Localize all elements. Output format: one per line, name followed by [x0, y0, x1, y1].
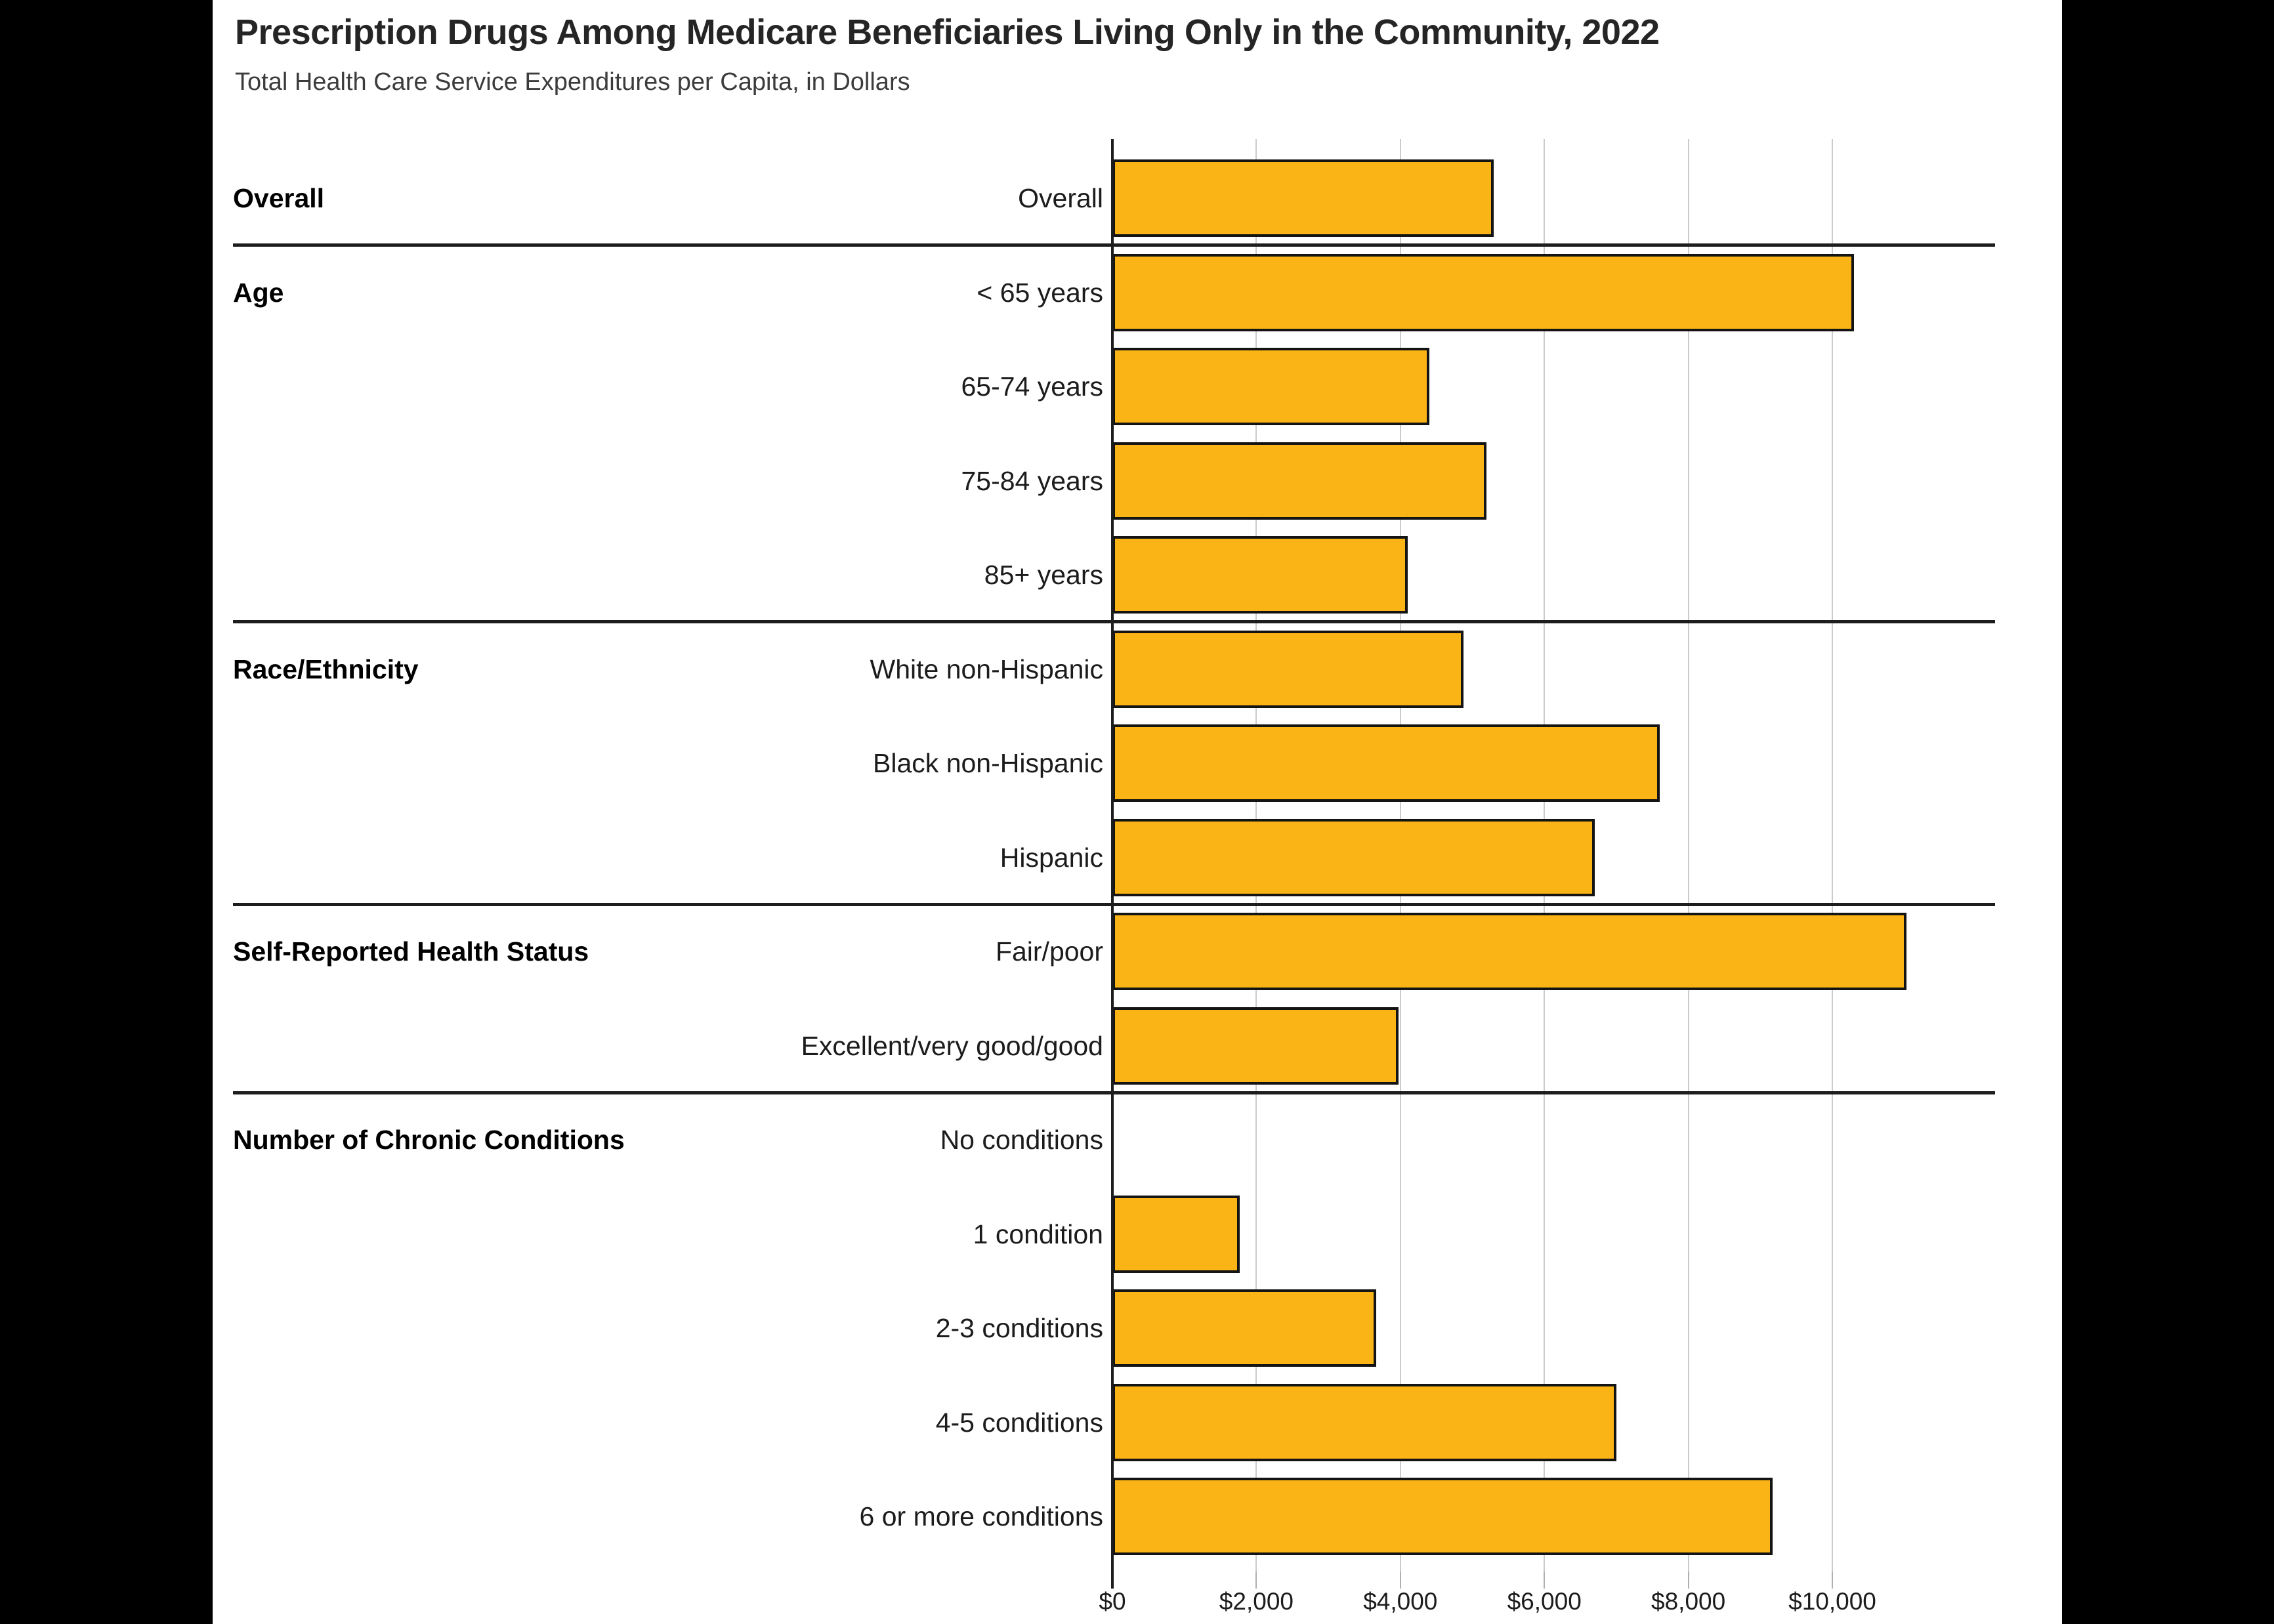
bar	[1112, 442, 1486, 520]
chart-subtitle: Total Health Care Service Expenditures p…	[235, 68, 910, 96]
group-label: Race/Ethnicity	[233, 654, 419, 684]
row-label: 75-84 years	[961, 465, 1103, 496]
x-axis-tick-label: $2,000	[1219, 1588, 1294, 1615]
row-label: 85+ years	[984, 560, 1103, 590]
group-separator	[233, 243, 1995, 247]
row-label: 6 or more conditions	[859, 1501, 1103, 1531]
group-label: Self-Reported Health Status	[233, 936, 589, 967]
x-axis-tick-label: $6,000	[1507, 1588, 1582, 1615]
x-axis-tick	[1544, 1572, 1546, 1589]
bar	[1112, 724, 1660, 802]
group-label: Overall	[233, 183, 325, 213]
group-label: Number of Chronic Conditions	[233, 1125, 625, 1155]
x-axis-tick-label: $8,000	[1651, 1588, 1726, 1615]
row-label: Fair/poor	[995, 936, 1103, 967]
bar	[1112, 253, 1854, 331]
gridline	[1832, 139, 1833, 1572]
bar	[1112, 536, 1408, 614]
x-axis-tick-label: $0	[1099, 1588, 1126, 1615]
y-axis-line	[1111, 139, 1114, 1589]
group-separator	[233, 903, 1995, 906]
bar	[1112, 913, 1906, 990]
x-axis-tick	[1255, 1572, 1257, 1589]
gridline	[1687, 139, 1689, 1572]
x-axis-tick	[1687, 1572, 1689, 1589]
bar	[1112, 348, 1429, 425]
row-label: Overall	[1018, 183, 1103, 213]
row-label: 65-74 years	[961, 371, 1103, 402]
group-separator	[233, 620, 1995, 623]
bar-chart-plot-area: $0 $2,000 $4,000 $6,000 $8,000 $10,000 Overall…	[213, 0, 2062, 1624]
bar	[1112, 159, 1494, 237]
row-label: No conditions	[940, 1125, 1103, 1155]
x-axis-tick-label: $4,000	[1363, 1588, 1438, 1615]
bar	[1112, 818, 1595, 896]
x-axis-tick-label: $10,000	[1788, 1588, 1876, 1615]
row-label: 2-3 conditions	[935, 1313, 1103, 1343]
group-separator	[233, 1091, 1995, 1094]
row-label: Black non-Hispanic	[873, 748, 1103, 778]
bar	[1112, 1478, 1773, 1555]
row-label: Excellent/very good/good	[801, 1030, 1103, 1061]
bar	[1112, 1007, 1399, 1085]
row-label: 1 condition	[973, 1218, 1103, 1249]
chart-title: Prescription Drugs Among Medicare Benefi…	[235, 12, 1660, 52]
row-label: < 65 years	[977, 277, 1103, 308]
row-label: White non-Hispanic	[870, 654, 1104, 684]
row-label: Hispanic	[1000, 842, 1103, 873]
x-axis-tick	[1832, 1572, 1833, 1589]
group-label: Age	[233, 277, 284, 308]
bar	[1112, 1383, 1616, 1461]
bar	[1112, 630, 1463, 708]
row-label: 4-5 conditions	[935, 1407, 1103, 1438]
chart-panel: Prescription Drugs Among Medicare Benefi…	[213, 0, 2062, 1624]
x-axis-tick	[1399, 1572, 1401, 1589]
bar	[1112, 1289, 1376, 1367]
bar	[1112, 1195, 1240, 1273]
